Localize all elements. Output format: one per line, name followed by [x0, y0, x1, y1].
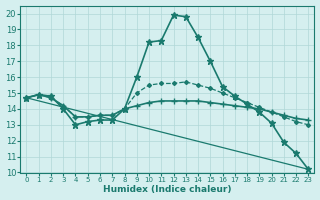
X-axis label: Humidex (Indice chaleur): Humidex (Indice chaleur) — [103, 185, 232, 194]
